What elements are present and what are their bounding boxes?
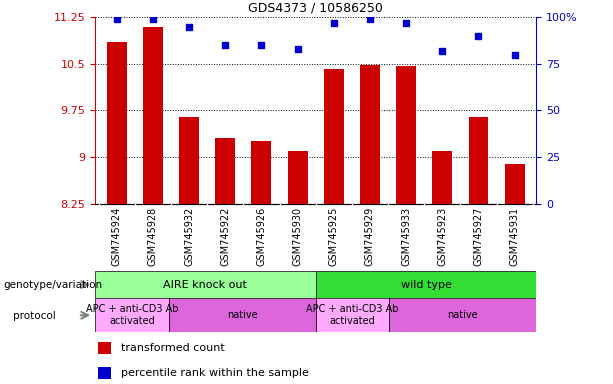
Text: APC + anti-CD3 Ab
activated: APC + anti-CD3 Ab activated <box>306 305 398 326</box>
Bar <box>107 42 127 204</box>
Title: GDS4373 / 10586250: GDS4373 / 10586250 <box>248 2 383 15</box>
Bar <box>396 66 416 204</box>
Bar <box>360 65 380 204</box>
Text: GSM745933: GSM745933 <box>401 207 411 266</box>
Text: genotype/variation: genotype/variation <box>3 280 102 290</box>
Text: AIRE knock out: AIRE knock out <box>164 280 247 290</box>
Bar <box>316 298 389 332</box>
Point <box>148 16 158 22</box>
Bar <box>287 151 308 204</box>
Point <box>474 33 484 39</box>
Text: GSM745924: GSM745924 <box>112 207 122 266</box>
Bar <box>98 366 112 379</box>
Bar <box>324 69 344 204</box>
Bar <box>389 298 536 332</box>
Bar <box>143 26 163 204</box>
Text: GSM745922: GSM745922 <box>220 207 230 266</box>
Point <box>329 20 339 26</box>
Text: GSM745932: GSM745932 <box>184 207 194 266</box>
Point <box>438 48 447 54</box>
Point <box>365 16 375 22</box>
Text: protocol: protocol <box>13 311 56 321</box>
Point <box>256 42 266 48</box>
Bar <box>95 298 169 332</box>
Text: native: native <box>227 310 257 320</box>
Text: GSM745929: GSM745929 <box>365 207 375 266</box>
Point <box>510 51 520 58</box>
Bar <box>95 271 316 298</box>
Text: GSM745925: GSM745925 <box>329 207 339 266</box>
Bar <box>468 117 489 204</box>
Text: percentile rank within the sample: percentile rank within the sample <box>121 368 308 378</box>
Text: GSM745931: GSM745931 <box>509 207 520 266</box>
Text: GSM745927: GSM745927 <box>473 207 484 266</box>
Text: GSM745923: GSM745923 <box>437 207 447 266</box>
Bar <box>251 141 272 204</box>
Point <box>184 23 194 30</box>
Text: GSM745928: GSM745928 <box>148 207 158 266</box>
Point <box>292 46 302 52</box>
Text: transformed count: transformed count <box>121 343 224 353</box>
Bar <box>179 117 199 204</box>
Text: native: native <box>447 310 478 320</box>
Point <box>402 20 411 26</box>
Bar <box>316 271 536 298</box>
Bar <box>169 298 316 332</box>
Text: APC + anti-CD3 Ab
activated: APC + anti-CD3 Ab activated <box>86 305 178 326</box>
Text: GSM745926: GSM745926 <box>256 207 267 266</box>
Bar <box>504 164 525 204</box>
Point <box>112 16 121 22</box>
Bar <box>215 138 235 204</box>
Bar <box>98 342 112 354</box>
Text: GSM745930: GSM745930 <box>292 207 303 266</box>
Bar <box>432 151 452 204</box>
Text: wild type: wild type <box>401 280 451 290</box>
Point <box>220 42 230 48</box>
